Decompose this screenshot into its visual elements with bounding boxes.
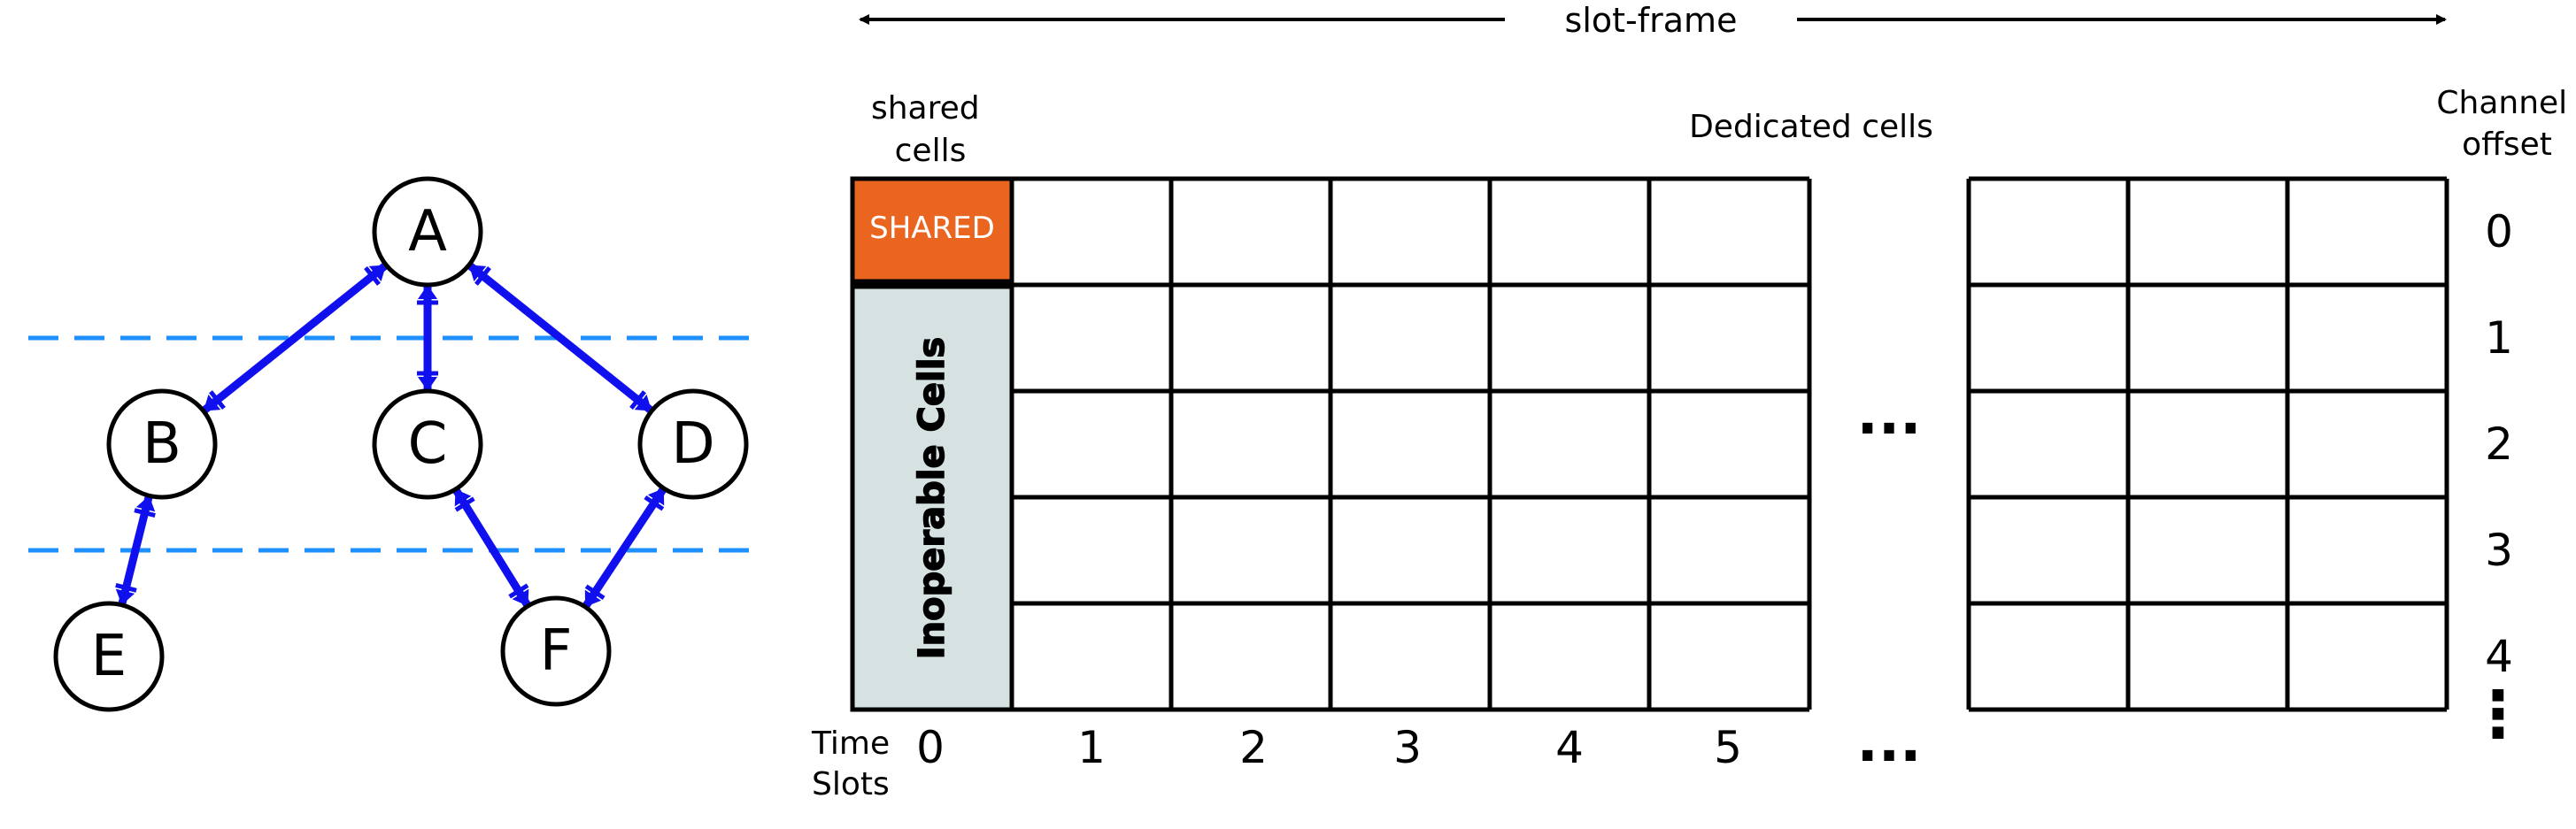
slot-frame-span-arrow: slot-frame [859,1,2447,40]
shared-cells-header: shared cells [871,90,990,169]
channel-offset-0: 0 [2485,206,2513,257]
dedicated-grid-left [1009,176,1812,712]
node-f-label: F [540,618,573,684]
tree-graph: A B C D E F [28,176,751,712]
inoperable-cells [850,284,1014,712]
time-slot-ellipsis: ... [1857,710,1922,775]
channel-offset-2: 2 [2485,418,2513,470]
channel-offset-3: 3 [2485,525,2513,576]
node-a: A [372,176,483,288]
node-e: E [53,601,165,712]
node-f: F [500,595,612,707]
edge-e-b [115,495,156,606]
shared-cell-label: SHARED [869,211,995,246]
edge-f-d [582,486,667,610]
edge-b-a [201,261,389,415]
node-c-label: C [408,411,448,477]
dedicated-grid-right [1966,176,2449,712]
time-slot-0: 0 [916,722,945,773]
node-a-label: A [408,199,447,265]
time-slot-2: 2 [1239,722,1268,773]
edge-d-a [467,261,654,415]
time-slots-label: Time Slots [811,725,900,802]
time-slot-5: 5 [1714,722,1742,773]
inoperable-cells-label: Inoperable Cells [912,337,953,659]
edge-f-c [451,487,532,609]
slot-frame-label: slot-frame [1565,1,1738,40]
channel-offset-ellipsis: ⋮ [2466,677,2530,751]
tree-edges [115,261,667,610]
node-c: C [372,388,483,500]
time-slot-4: 4 [1555,722,1584,773]
time-slot-3: 3 [1393,722,1422,773]
node-b-label: B [143,411,181,477]
channel-offset-4: 4 [2485,631,2513,682]
dedicated-cells-header: Dedicated cells [1689,109,1933,145]
channel-offset-header: Channel offset [2436,85,2576,163]
node-b: B [106,388,218,500]
channel-offset-1: 1 [2485,312,2513,364]
grid-ellipsis: ... [1857,382,1922,448]
node-e-label: E [91,624,127,689]
edge-c-a [417,285,438,391]
node-d: D [637,388,749,500]
node-d-label: D [671,411,714,477]
time-slot-1: 1 [1077,722,1106,773]
slotframe: slot-frame shared cells Dedicated cells … [811,1,2576,802]
